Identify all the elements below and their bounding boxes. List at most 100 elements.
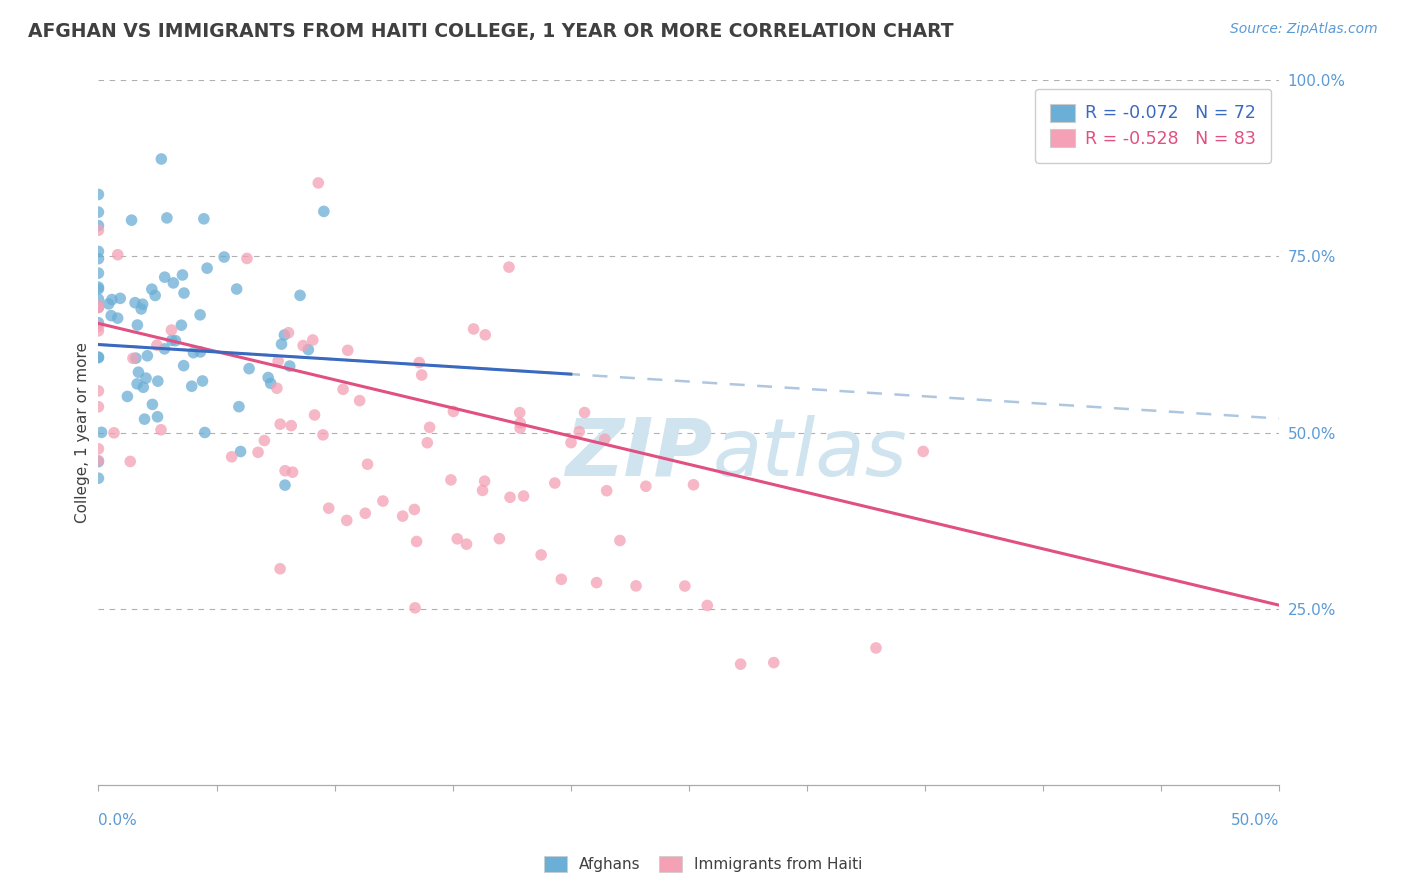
Point bbox=[269, 562, 291, 576]
Point bbox=[87, 282, 110, 296]
Point bbox=[135, 371, 157, 385]
Point bbox=[101, 293, 124, 307]
Point bbox=[304, 408, 326, 422]
Point bbox=[87, 350, 110, 364]
Point bbox=[87, 244, 110, 259]
Point bbox=[560, 435, 582, 450]
Point bbox=[87, 471, 110, 485]
Point bbox=[87, 384, 110, 398]
Point bbox=[160, 334, 183, 348]
Point bbox=[471, 483, 494, 498]
Point bbox=[191, 374, 214, 388]
Point bbox=[180, 379, 202, 393]
Point bbox=[682, 477, 704, 491]
Point bbox=[595, 483, 617, 498]
Point bbox=[762, 656, 785, 670]
Point bbox=[509, 406, 531, 420]
Point bbox=[544, 476, 567, 491]
Point bbox=[260, 376, 283, 391]
Point bbox=[87, 187, 110, 202]
Point bbox=[190, 345, 212, 359]
Point bbox=[193, 211, 215, 226]
Point bbox=[354, 506, 377, 520]
Point bbox=[125, 351, 148, 366]
Point bbox=[87, 300, 110, 314]
Point bbox=[87, 299, 110, 313]
Point bbox=[87, 219, 110, 233]
Point bbox=[165, 334, 187, 348]
Point bbox=[416, 435, 439, 450]
Point bbox=[87, 205, 110, 219]
Point bbox=[194, 425, 217, 440]
Point bbox=[574, 406, 596, 420]
Point bbox=[87, 351, 110, 365]
Point bbox=[90, 425, 112, 440]
Point bbox=[107, 248, 129, 262]
Point bbox=[127, 365, 149, 379]
Text: AFGHAN VS IMMIGRANTS FROM HAITI COLLEGE, 1 YEAR OR MORE CORRELATION CHART: AFGHAN VS IMMIGRANTS FROM HAITI COLLEGE,… bbox=[28, 22, 953, 41]
Point bbox=[446, 532, 468, 546]
Point bbox=[609, 533, 631, 548]
Point bbox=[141, 282, 163, 296]
Point bbox=[274, 478, 297, 492]
Text: Source: ZipAtlas.com: Source: ZipAtlas.com bbox=[1230, 22, 1378, 37]
Point bbox=[153, 342, 176, 356]
Text: 0.0%: 0.0% bbox=[98, 814, 138, 828]
Point bbox=[87, 266, 110, 280]
Point bbox=[87, 292, 110, 306]
Point bbox=[150, 423, 173, 437]
Point bbox=[349, 393, 371, 408]
Point bbox=[195, 261, 218, 276]
Point bbox=[312, 204, 335, 219]
Point bbox=[312, 428, 335, 442]
Point bbox=[509, 421, 531, 435]
Point bbox=[100, 309, 122, 323]
Point bbox=[253, 434, 276, 448]
Legend: Afghans, Immigrants from Haiti: Afghans, Immigrants from Haiti bbox=[536, 848, 870, 880]
Point bbox=[568, 425, 591, 439]
Point bbox=[391, 509, 413, 524]
Text: 50.0%: 50.0% bbox=[1232, 814, 1279, 828]
Point bbox=[441, 404, 464, 418]
Legend: R = -0.072   N = 72, R = -0.528   N = 83: R = -0.072 N = 72, R = -0.528 N = 83 bbox=[1035, 88, 1271, 162]
Point bbox=[134, 412, 156, 426]
Point bbox=[288, 288, 311, 302]
Point bbox=[509, 416, 531, 430]
Point bbox=[228, 400, 250, 414]
Point bbox=[143, 288, 166, 302]
Y-axis label: College, 1 year or more: College, 1 year or more bbox=[75, 343, 90, 523]
Point bbox=[281, 465, 304, 479]
Point bbox=[278, 359, 301, 373]
Point bbox=[585, 575, 607, 590]
Point bbox=[456, 537, 478, 551]
Point bbox=[730, 657, 752, 672]
Point bbox=[463, 322, 485, 336]
Point bbox=[103, 425, 125, 440]
Point bbox=[404, 502, 426, 516]
Point bbox=[127, 376, 149, 391]
Point bbox=[229, 444, 252, 458]
Point bbox=[183, 345, 205, 359]
Point bbox=[124, 295, 146, 310]
Point bbox=[238, 361, 260, 376]
Point bbox=[696, 599, 718, 613]
Point bbox=[127, 318, 149, 332]
Point bbox=[865, 640, 887, 655]
Point bbox=[156, 211, 179, 225]
Point bbox=[274, 464, 297, 478]
Point bbox=[474, 474, 496, 488]
Point bbox=[225, 282, 247, 296]
Point bbox=[170, 318, 193, 333]
Point bbox=[122, 351, 145, 366]
Point bbox=[530, 548, 553, 562]
Point bbox=[87, 223, 110, 237]
Point bbox=[405, 534, 427, 549]
Point bbox=[499, 490, 522, 504]
Point bbox=[267, 354, 290, 368]
Point bbox=[172, 268, 194, 282]
Point bbox=[247, 445, 270, 459]
Point bbox=[212, 250, 235, 264]
Point bbox=[404, 600, 426, 615]
Point bbox=[318, 501, 340, 516]
Text: ZIP: ZIP bbox=[565, 415, 713, 492]
